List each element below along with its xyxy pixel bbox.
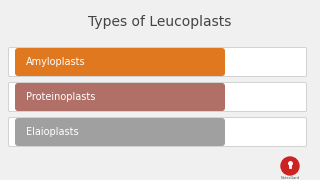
FancyBboxPatch shape	[9, 48, 307, 76]
FancyBboxPatch shape	[15, 83, 225, 111]
FancyBboxPatch shape	[15, 48, 225, 76]
Text: Amyloplasts: Amyloplasts	[26, 57, 86, 67]
Text: Types of Leucoplasts: Types of Leucoplasts	[88, 15, 232, 29]
FancyBboxPatch shape	[9, 82, 307, 111]
Text: Elaioplasts: Elaioplasts	[26, 127, 79, 137]
FancyBboxPatch shape	[15, 118, 225, 146]
Circle shape	[281, 157, 299, 175]
Text: NotesGard: NotesGard	[281, 176, 300, 180]
FancyBboxPatch shape	[9, 118, 307, 147]
Text: Proteinoplasts: Proteinoplasts	[26, 92, 95, 102]
